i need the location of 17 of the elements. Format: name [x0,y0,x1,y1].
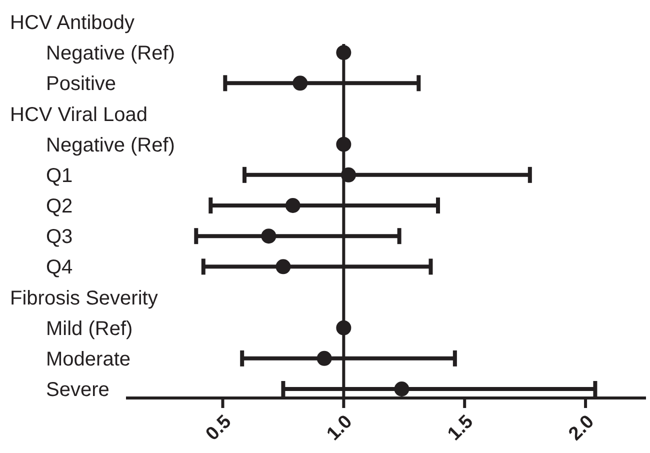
y-tick-label: Severe [46,379,110,401]
y-tick-label: HCV Antibody [10,12,135,34]
y-tick-label: Moderate [46,348,130,370]
y-tick-label: Q1 [46,164,73,187]
y-tick-label: Q2 [46,196,73,218]
x-tick-label: 1.0 [323,411,357,445]
x-tick-label: 1.5 [444,411,478,445]
y-tick-label: Negative (Ref) [46,42,175,65]
y-tick-label: Positive [46,73,116,96]
x-tick-label: 0.5 [202,411,236,445]
y-tick-label: Fibrosis Severity [10,287,158,310]
y-tick-label: Q4 [46,256,73,279]
y-tick-label: HCV Viral Load [10,104,148,126]
x-tick-label: 2.0 [564,411,598,445]
y-tick-label: Negative (Ref) [46,134,175,156]
y-tick-label: Q3 [46,226,73,248]
y-tick-label: Mild (Ref) [46,318,133,340]
